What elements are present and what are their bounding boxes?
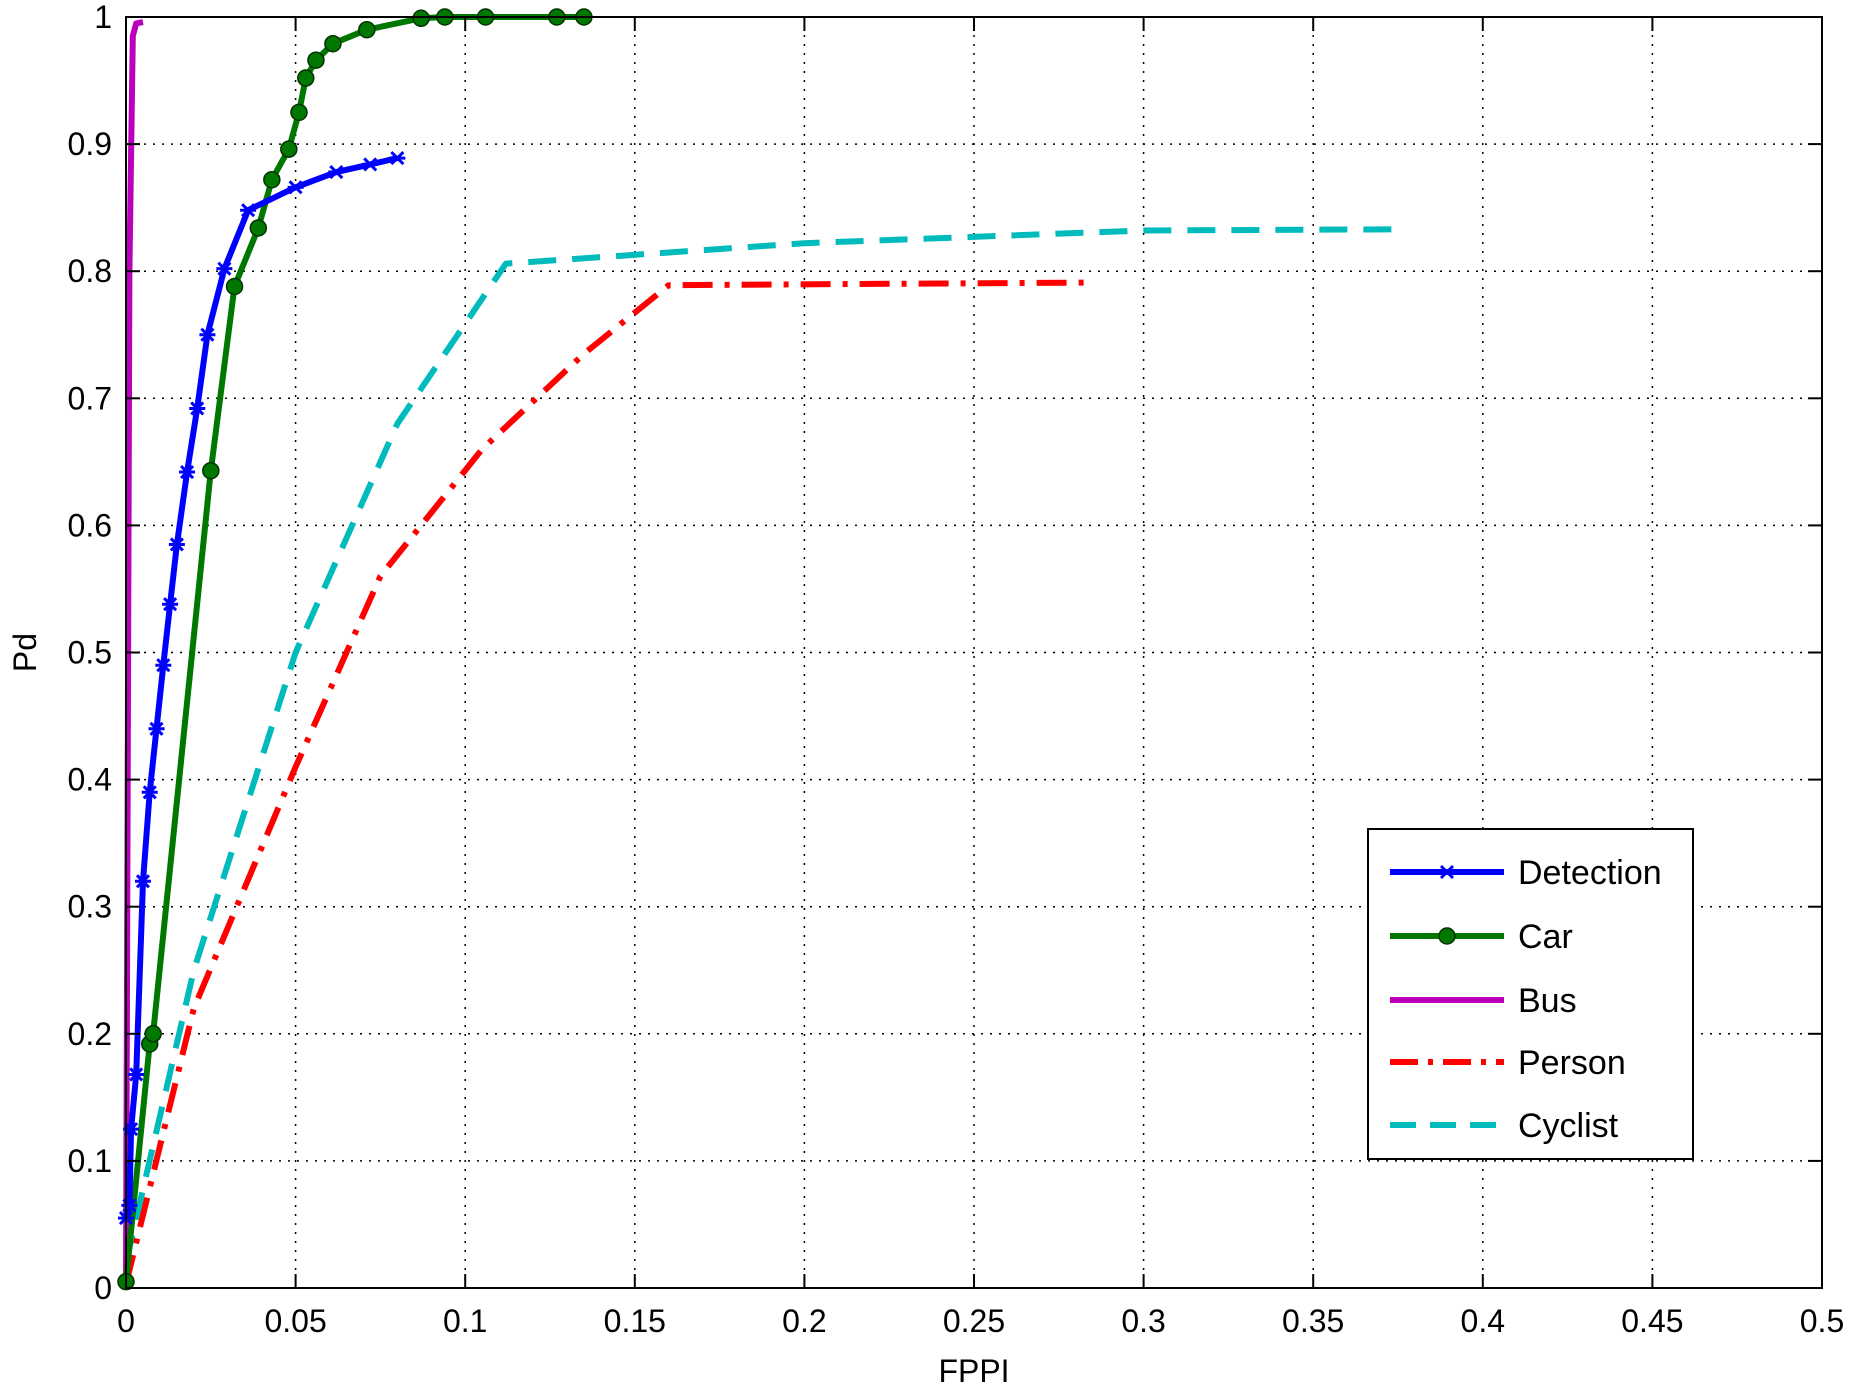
series-detection	[118, 151, 406, 1226]
series-line-cyclist	[123, 226, 1399, 1264]
data-point-car	[412, 9, 430, 28]
ticks: 0 0.05 0.1 0.15 0.2 0.25 0.3 0.35 0.4 0.45 0.5 0 0.1…	[68, 0, 1845, 1339]
series-bus	[123, 19, 144, 1285]
x-tick-label: 0.45	[1621, 1303, 1683, 1339]
legend: Detection Car Bus Person Cyclist	[1367, 828, 1694, 1160]
data-point-detection	[240, 203, 257, 218]
data-point-detection	[179, 464, 196, 480]
y-tick-label: 1	[94, 0, 112, 35]
y-tick-label: 0.3	[68, 889, 112, 925]
y-tick-label: 0.2	[68, 1016, 112, 1052]
data-point-detection	[287, 180, 304, 195]
x-tick-label: 0.35	[1282, 1303, 1344, 1339]
legend-box	[1367, 828, 1694, 1160]
data-point-detection	[134, 874, 151, 889]
data-point-car	[324, 34, 342, 53]
legend-item-car: Car	[1390, 918, 1573, 956]
series-line-bus	[123, 19, 144, 1285]
legend-label-detection: Detection	[1518, 854, 1662, 892]
data-point-car	[358, 20, 376, 39]
data-point-detection	[162, 597, 179, 612]
y-tick-label: 0.1	[68, 1143, 112, 1179]
y-tick-label: 0.6	[68, 507, 112, 543]
x-tick-label: 0.05	[264, 1303, 326, 1339]
data-point-car	[225, 277, 244, 296]
data-point-car	[280, 140, 298, 158]
x-tick-label: 0.4	[1461, 1303, 1505, 1339]
legend-label-bus: Bus	[1518, 982, 1577, 1020]
data-point-detection	[389, 151, 406, 166]
legend-item-detection: Detection	[1390, 854, 1662, 892]
y-tick-label: 0.4	[68, 762, 112, 798]
data-point-detection	[189, 401, 206, 416]
x-tick-label: 0.1	[443, 1303, 487, 1339]
data-point-detection	[141, 785, 158, 800]
data-point-car	[297, 69, 315, 87]
y-tick-label: 0.8	[68, 253, 112, 289]
legend-marker-detection	[1439, 864, 1455, 880]
data-point-car	[249, 219, 268, 237]
legend-label-cyclist: Cyclist	[1518, 1107, 1619, 1145]
series-person	[123, 279, 1093, 1285]
x-tick-label: 0.2	[782, 1303, 826, 1339]
data-point-detection	[148, 721, 165, 736]
x-tick-label: 0.3	[1121, 1303, 1165, 1339]
data-point-detection	[128, 1067, 145, 1082]
legend-label-car: Car	[1518, 918, 1573, 956]
data-point-car	[290, 103, 308, 122]
data-point-detection	[216, 261, 233, 276]
legend-item-cyclist: Cyclist	[1390, 1107, 1619, 1145]
data-point-detection	[362, 157, 379, 172]
y-axis-title: Pd	[7, 633, 43, 672]
legend-item-bus: Bus	[1390, 982, 1577, 1020]
data-point-car	[307, 51, 325, 69]
legend-label-person: Person	[1518, 1044, 1626, 1082]
data-point-detection	[199, 327, 216, 342]
x-tick-label: 0.15	[604, 1303, 666, 1339]
data-point-car	[202, 461, 220, 480]
y-tick-label: 0.9	[68, 126, 112, 162]
data-point-car	[263, 170, 281, 189]
x-axis-title: FPPI	[938, 1353, 1009, 1389]
legend-item-person: Person	[1390, 1044, 1626, 1082]
data-point-detection	[155, 658, 172, 673]
x-tick-label: 0	[117, 1303, 135, 1339]
y-tick-label: 0.7	[68, 380, 112, 416]
data-point-car	[144, 1025, 162, 1043]
x-tick-label: 0.5	[1800, 1303, 1844, 1339]
y-tick-label: 0.5	[68, 635, 112, 671]
data-point-detection	[328, 165, 345, 180]
x-tick-label: 0.25	[943, 1303, 1005, 1339]
series-cyclist	[123, 226, 1399, 1264]
y-tick-label: 0	[94, 1270, 112, 1306]
series-line-person	[123, 279, 1093, 1285]
legend-marker-car	[1438, 927, 1456, 945]
data-point-detection	[168, 537, 185, 552]
series-layer	[117, 8, 1399, 1291]
